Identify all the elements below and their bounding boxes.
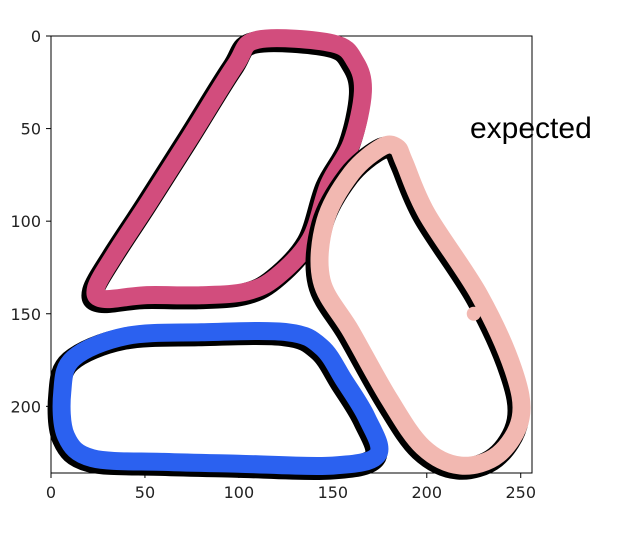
- y-tick-label: 50: [21, 120, 41, 139]
- magenta-loop: [86, 29, 372, 309]
- x-tick-label: 50: [135, 483, 155, 502]
- y-tick-label: 0: [31, 27, 41, 46]
- x-tick-label: 250: [505, 483, 536, 502]
- x-axis: 0 50 100 150 200 250: [46, 473, 536, 502]
- pink-loop: [310, 135, 531, 475]
- y-axis: 0 50 100 150 200: [10, 27, 51, 416]
- x-tick-label: 0: [46, 483, 56, 502]
- pink-dot: [466, 306, 481, 321]
- drawn-shapes: [47, 29, 531, 481]
- y-tick-label: 150: [10, 305, 41, 324]
- y-tick-label: 200: [10, 397, 41, 416]
- x-tick-label: 150: [318, 483, 349, 502]
- blue-loop: [52, 322, 389, 476]
- y-tick-label: 100: [10, 212, 41, 231]
- x-tick-label: 100: [224, 483, 255, 502]
- expected-annotation: expected: [470, 112, 592, 145]
- x-tick-label: 200: [412, 483, 443, 502]
